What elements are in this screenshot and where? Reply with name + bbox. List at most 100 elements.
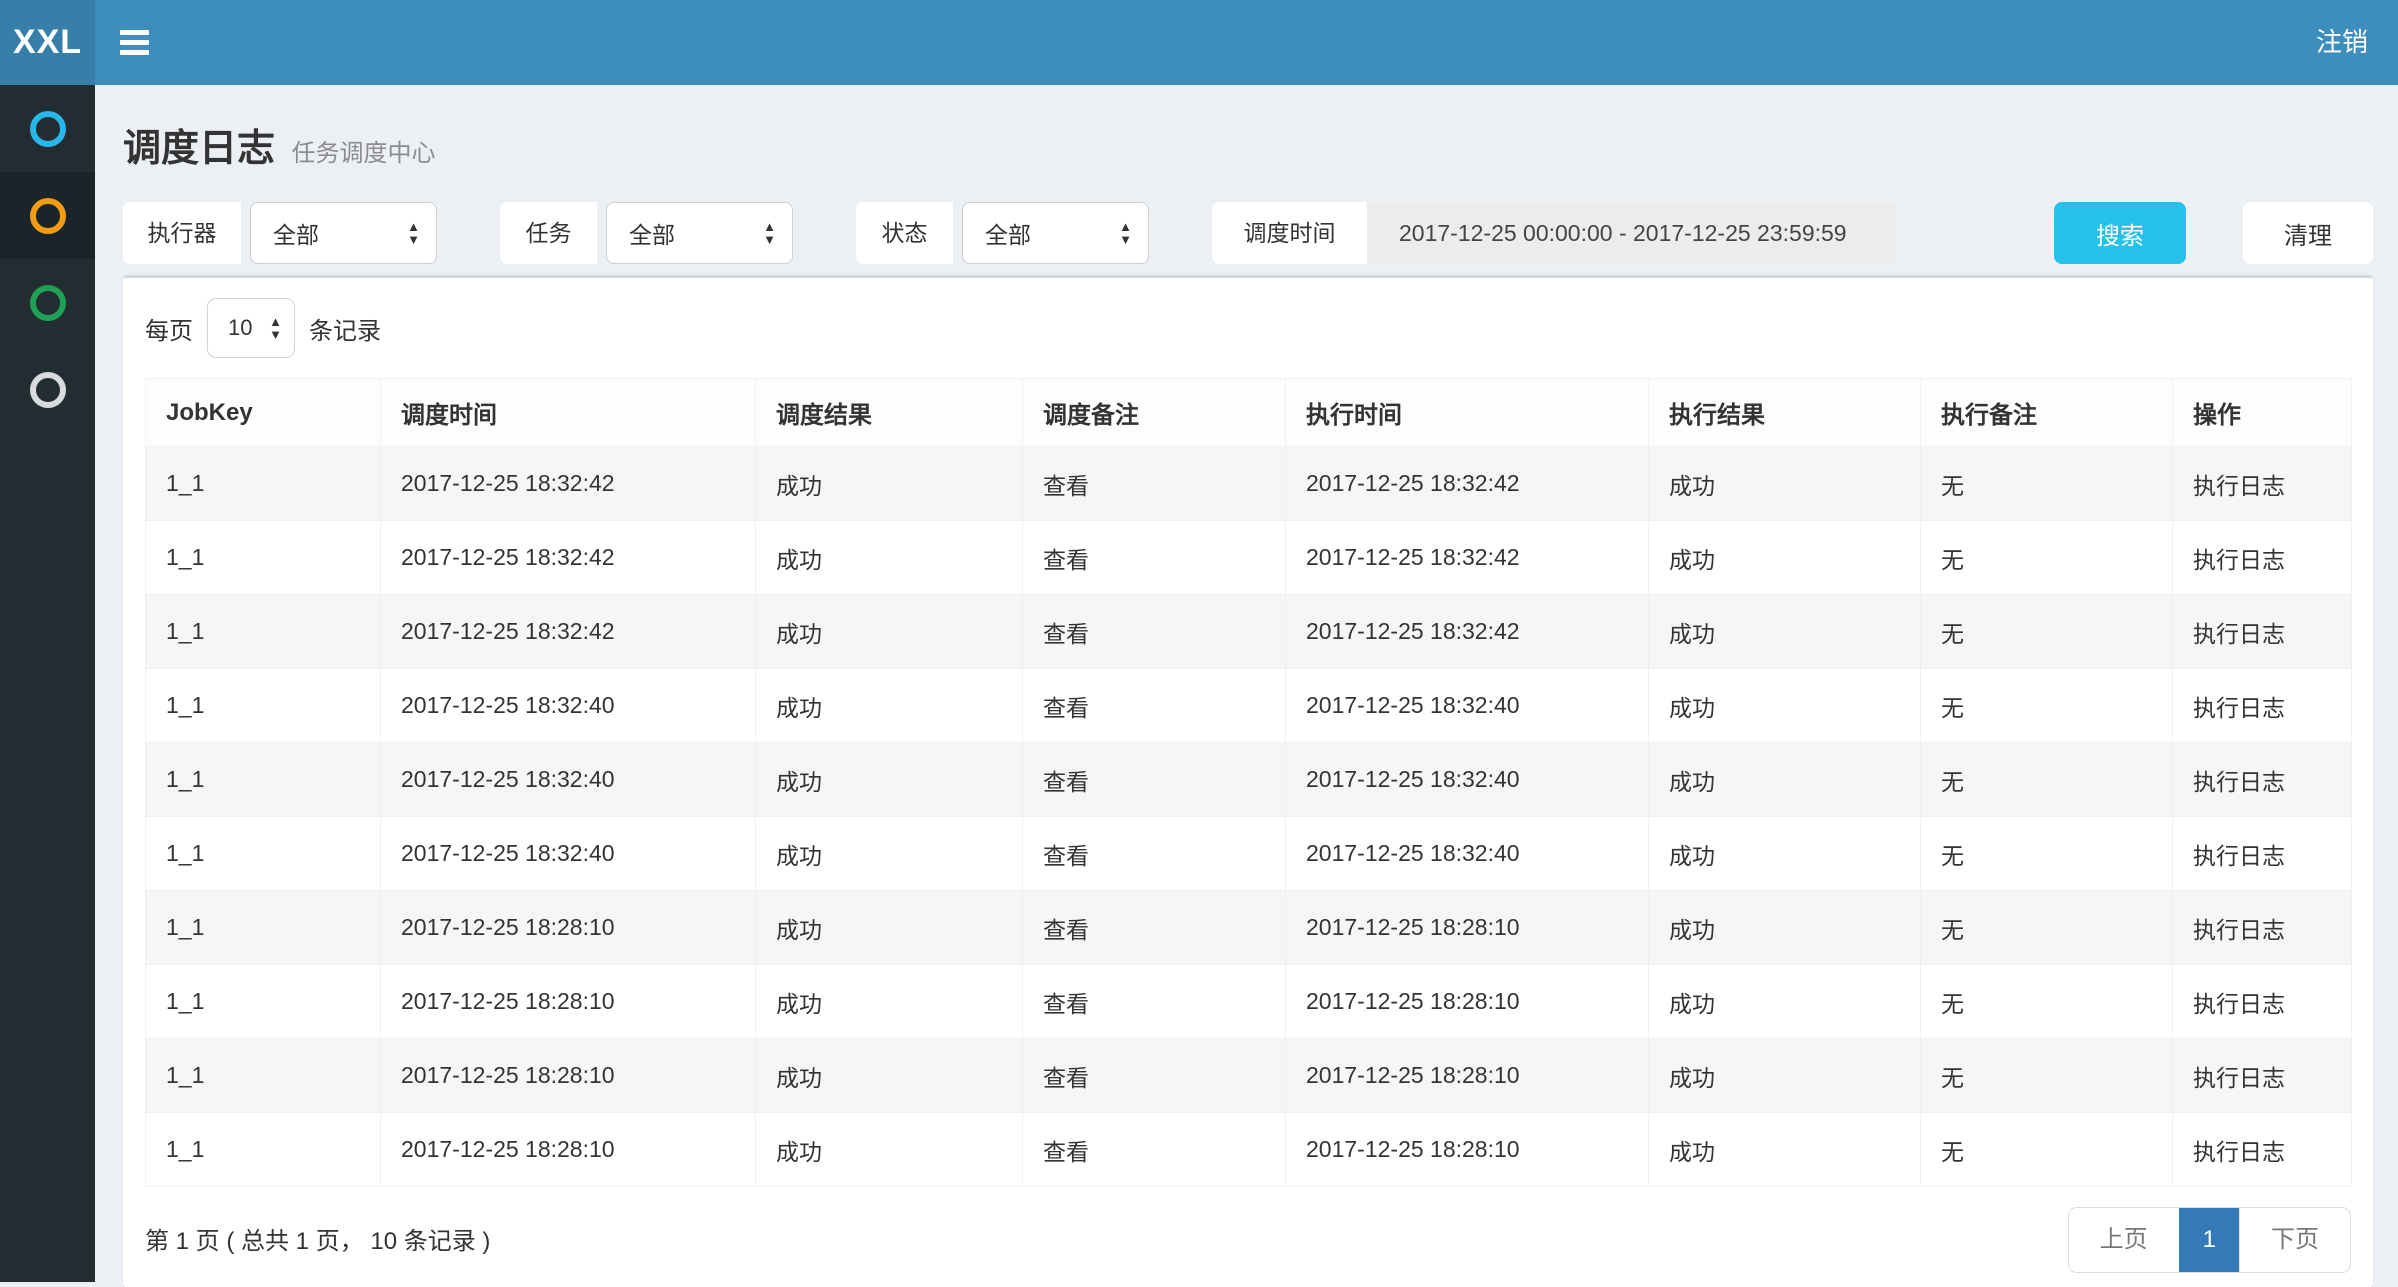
exec-log-link[interactable]: 执行日志 <box>2172 1112 2352 1187</box>
sidebar-item-menu-job-manage[interactable] <box>0 172 95 259</box>
jobkey-link[interactable]: 1_1 <box>145 890 381 965</box>
trigger-result: 成功 <box>755 1112 1023 1187</box>
column-header-5: 执行结果 <box>1648 378 1921 447</box>
exec-log-link[interactable]: 执行日志 <box>2172 446 2352 521</box>
page-subtitle: 任务调度中心 <box>291 140 436 167</box>
trigger-msg-link[interactable]: 查看 <box>1022 446 1286 521</box>
select-caret-icon <box>407 220 420 246</box>
jobkey-link[interactable]: 1_1 <box>145 446 381 521</box>
sidebar-item-menu-executor-manage[interactable] <box>0 346 95 433</box>
trigger-time: 2017-12-25 18:28:10 <box>380 1112 756 1187</box>
menu-job-manage-circle-icon <box>29 197 66 234</box>
handle-time: 2017-12-25 18:28:10 <box>1285 890 1649 965</box>
handle-msg: 无 <box>1920 742 2173 817</box>
trigger-msg-link[interactable]: 查看 <box>1022 520 1286 595</box>
menu-executor-manage-circle-icon <box>29 371 66 408</box>
table-row: 1_1 2017-12-25 18:28:10 成功 查看 2017-12-25 18:… <box>145 1038 2352 1113</box>
trigger-result: 成功 <box>755 964 1023 1039</box>
handle-time: 2017-12-25 18:32:42 <box>1285 446 1649 521</box>
page-size-prefix-label: 每页 <box>145 317 193 345</box>
trigger-msg-link[interactable]: 查看 <box>1022 1112 1286 1187</box>
jobkey-link[interactable]: 1_1 <box>145 742 381 817</box>
handle-msg: 无 <box>1920 520 2173 595</box>
page-size-select[interactable]: 10 <box>207 298 295 358</box>
column-header-1: 调度时间 <box>380 378 756 447</box>
sidebar-item-menu-job-log[interactable] <box>0 259 95 346</box>
exec-log-link[interactable]: 执行日志 <box>2172 964 2352 1039</box>
pagination-group: 上页 1 下页 <box>2067 1207 2351 1273</box>
trigger-msg-link[interactable]: 查看 <box>1022 1038 1286 1113</box>
trigger-msg-link[interactable]: 查看 <box>1022 816 1286 891</box>
trigger-time: 2017-12-25 18:28:10 <box>380 964 756 1039</box>
sidebar-item-menu-dashboard[interactable] <box>0 85 95 172</box>
exec-log-link[interactable]: 执行日志 <box>2172 594 2352 669</box>
jobkey-link[interactable]: 1_1 <box>145 668 381 743</box>
app-logo[interactable]: XXL <box>0 0 95 85</box>
current-page-button[interactable]: 1 <box>2178 1208 2239 1272</box>
trigger-result: 成功 <box>755 742 1023 817</box>
handle-result: 成功 <box>1648 1112 1921 1187</box>
menu-job-log-circle-icon <box>29 284 66 321</box>
trigger-msg-link[interactable]: 查看 <box>1022 890 1286 965</box>
job-filter-select[interactable]: 全部 <box>606 202 793 264</box>
trigger-time: 2017-12-25 18:32:40 <box>380 742 756 817</box>
trigger-time: 2017-12-25 18:28:10 <box>380 1038 756 1113</box>
handle-time: 2017-12-25 18:32:40 <box>1285 668 1649 743</box>
hamburger-icon <box>119 50 149 55</box>
table-row: 1_1 2017-12-25 18:28:10 成功 查看 2017-12-25 18:… <box>145 1112 2352 1187</box>
prev-page-button[interactable]: 上页 <box>2068 1208 2179 1272</box>
log-table-head-row: JobKey 调度时间 调度结果 调度备注 执行时间 执行结果 执行备注 操作 <box>145 378 2352 447</box>
table-row: 1_1 2017-12-25 18:28:10 成功 查看 2017-12-25 18:… <box>145 890 2352 965</box>
log-table: JobKey 调度时间 调度结果 调度备注 执行时间 执行结果 执行备注 操作 1_1 2017… <box>145 378 2352 1187</box>
page-size-control: 每页 10 条记录 <box>145 296 2351 360</box>
trigger-result: 成功 <box>755 594 1023 669</box>
jobkey-link[interactable]: 1_1 <box>145 594 381 669</box>
hamburger-icon <box>119 40 149 45</box>
jobkey-link[interactable]: 1_1 <box>145 1038 381 1113</box>
sidebar-toggle-button[interactable] <box>95 0 173 85</box>
jobkey-link[interactable]: 1_1 <box>145 520 381 595</box>
handle-result: 成功 <box>1648 742 1921 817</box>
jobkey-link[interactable]: 1_1 <box>145 816 381 891</box>
handle-result: 成功 <box>1648 594 1921 669</box>
handle-result: 成功 <box>1648 816 1921 891</box>
handle-time: 2017-12-25 18:28:10 <box>1285 1112 1649 1187</box>
exec-log-link[interactable]: 执行日志 <box>2172 742 2352 817</box>
handle-result: 成功 <box>1648 520 1921 595</box>
executor-filter-select[interactable]: 全部 <box>250 202 437 264</box>
clear-button[interactable]: 清理 <box>2243 202 2373 264</box>
table-row: 1_1 2017-12-25 18:32:40 成功 查看 2017-12-25 18:… <box>145 668 2352 743</box>
jobkey-link[interactable]: 1_1 <box>145 1112 381 1187</box>
exec-log-link[interactable]: 执行日志 <box>2172 890 2352 965</box>
table-row: 1_1 2017-12-25 18:32:42 成功 查看 2017-12-25 18:… <box>145 520 2352 595</box>
trigger-msg-link[interactable]: 查看 <box>1022 668 1286 743</box>
hamburger-icon <box>119 30 149 35</box>
next-page-button[interactable]: 下页 <box>2239 1208 2350 1272</box>
pagination-bar: 第 1 页 ( 总共 1 页， 10 条记录 ) 上页 1 下页 <box>145 1207 2351 1273</box>
logout-link[interactable]: 注销 <box>2315 27 2368 57</box>
search-button[interactable]: 搜索 <box>2054 202 2186 264</box>
exec-log-link[interactable]: 执行日志 <box>2172 1038 2352 1113</box>
table-row: 1_1 2017-12-25 18:32:42 成功 查看 2017-12-25 18:… <box>145 594 2352 669</box>
trigger-msg-link[interactable]: 查看 <box>1022 742 1286 817</box>
column-header-2: 调度结果 <box>755 378 1023 447</box>
menu-dashboard-circle-icon <box>29 110 66 147</box>
trigger-msg-link[interactable]: 查看 <box>1022 594 1286 669</box>
exec-log-link[interactable]: 执行日志 <box>2172 520 2352 595</box>
page-header: 调度日志 任务调度中心 <box>123 85 2373 183</box>
trigger-msg-link[interactable]: 查看 <box>1022 964 1286 1039</box>
job-filter-label: 任务 <box>500 202 597 264</box>
handle-msg: 无 <box>1920 594 2173 669</box>
jobkey-link[interactable]: 1_1 <box>145 964 381 1039</box>
handle-result: 成功 <box>1648 890 1921 965</box>
time-range-input[interactable]: 2017-12-25 00:00:00 - 2017-12-25 23:59:5… <box>1367 202 1897 264</box>
status-filter-select[interactable]: 全部 <box>962 202 1149 264</box>
trigger-time: 2017-12-25 18:28:10 <box>380 890 756 965</box>
handle-result: 成功 <box>1648 446 1921 521</box>
table-row: 1_1 2017-12-25 18:28:10 成功 查看 2017-12-25 18:… <box>145 964 2352 1039</box>
select-caret-icon <box>1119 220 1132 246</box>
exec-log-link[interactable]: 执行日志 <box>2172 668 2352 743</box>
exec-log-link[interactable]: 执行日志 <box>2172 816 2352 891</box>
trigger-time: 2017-12-25 18:32:42 <box>380 594 756 669</box>
select-caret-icon <box>269 315 282 341</box>
